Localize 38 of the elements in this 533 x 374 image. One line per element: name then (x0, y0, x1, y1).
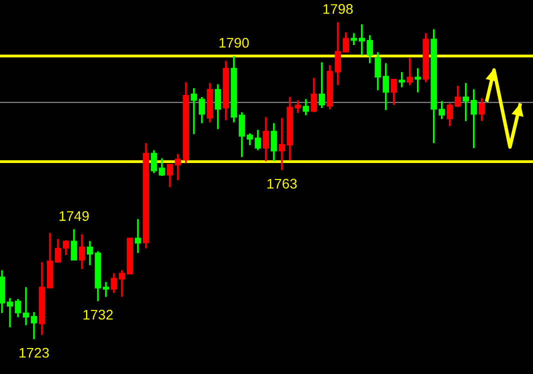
candlestick (174, 153, 182, 182)
candlestick (318, 62, 326, 109)
annotation: 1749 (60, 211, 89, 221)
candlestick (134, 218, 142, 254)
candlestick (398, 71, 405, 88)
candlestick (22, 286, 30, 326)
candlestick (54, 238, 62, 264)
annotation: 1790 (220, 38, 249, 48)
candlestick (478, 97, 485, 122)
candlestick (86, 240, 94, 266)
candlestick (70, 228, 78, 261)
annotation: 1798 (323, 4, 353, 14)
candlestick (150, 149, 158, 174)
candlestick (246, 132, 254, 146)
candlestick (118, 269, 126, 298)
candlestick (262, 116, 270, 162)
candlestick (6, 297, 14, 328)
candlestick (158, 157, 166, 177)
candlestick (414, 67, 421, 94)
candlestick (78, 233, 86, 270)
candlestick (14, 298, 22, 318)
candlestick (30, 311, 38, 340)
candlestick (198, 96, 206, 124)
candlestick (238, 111, 246, 158)
candlestick (254, 129, 262, 152)
candlestick (302, 98, 310, 116)
candlestick (214, 83, 222, 130)
candlestick (310, 77, 318, 114)
annotation: 1732 (84, 310, 113, 320)
annotation: 1723 (20, 348, 49, 358)
annotation: 1763 (268, 178, 297, 189)
candlestick (62, 239, 70, 256)
candlestick (190, 87, 198, 136)
candlestick (166, 163, 174, 188)
candlestick (270, 122, 278, 162)
candlestick (390, 78, 397, 106)
candlestick (406, 57, 413, 86)
candlestick (110, 272, 118, 294)
